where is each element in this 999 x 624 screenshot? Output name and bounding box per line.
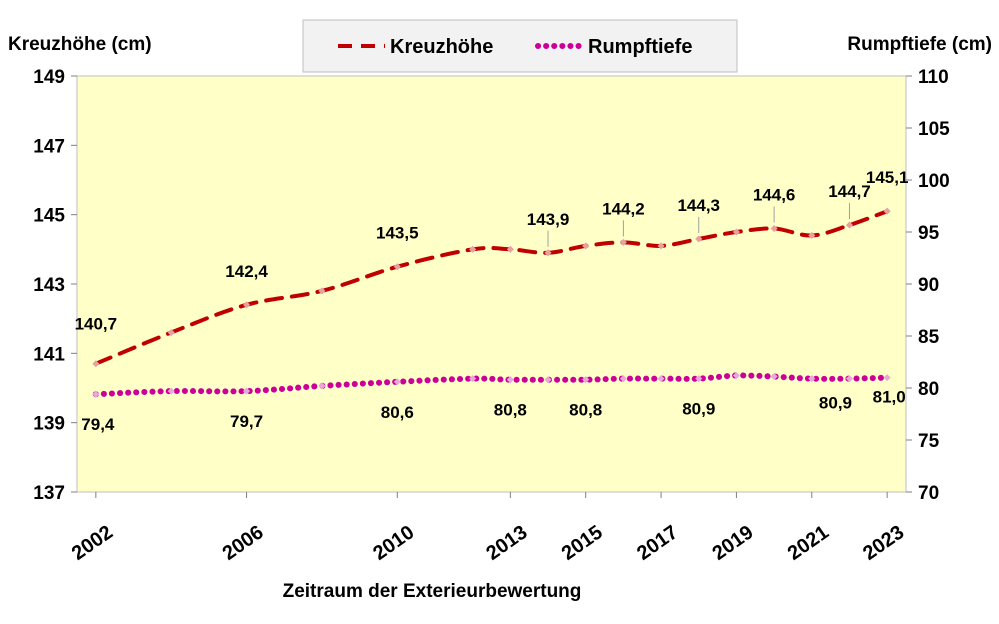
y-left-tick-label: 139: [33, 414, 65, 435]
data-label-kreuzhoehe: 144,3: [677, 196, 720, 215]
y-right-tick-label: 95: [918, 223, 940, 244]
data-point-kreuzhoehe: [657, 242, 665, 250]
data-label-rumpftiefe: 79,4: [81, 415, 115, 434]
data-point-rumpftiefe: [695, 375, 703, 383]
y-left-tick-label: 145: [33, 206, 65, 227]
data-point-rumpftiefe: [619, 375, 627, 383]
data-point-kreuzhoehe: [582, 242, 590, 250]
legend-box: [302, 19, 738, 73]
data-label-rumpftiefe: 79,7: [230, 412, 263, 431]
data-label-kreuzhoehe: 142,4: [225, 262, 268, 281]
data-point-kreuzhoehe: [808, 231, 816, 240]
data-label-rumpftiefe: 80,9: [819, 394, 852, 413]
data-point-rumpftiefe: [770, 373, 778, 381]
x-tick-label: 2006: [219, 521, 268, 565]
x-tick-label: 2002: [68, 521, 117, 565]
series-line-rumpftiefe: [92, 372, 891, 398]
data-point-kreuzhoehe: [318, 287, 326, 295]
legend-label-rumpftiefe: Rumpftiefe: [588, 36, 692, 58]
y-left-tick-label: 147: [33, 136, 65, 157]
data-label-rumpftiefe: 80,6: [381, 403, 414, 422]
legend-label-kreuzhoehe: Kreuzhöhe: [390, 36, 493, 58]
data-label-kreuzhoehe: 144,2: [602, 199, 645, 218]
data-label-kreuzhoehe: 140,7: [75, 315, 118, 334]
data-labels: 140,7 142,4 143,5 143,9 144,2 144,3 144,6 144,7…: [75, 168, 909, 434]
data-point-kreuzhoehe: [243, 301, 251, 309]
data-point-rumpftiefe: [582, 376, 590, 384]
data-point-rumpftiefe: [506, 376, 514, 384]
x-tick-label: 2021: [784, 521, 833, 565]
y-right-tick-label: 75: [918, 431, 940, 452]
data-point-rumpftiefe: [657, 375, 665, 383]
data-point-rumpftiefe: [318, 382, 326, 390]
y-right-tick-label: 85: [918, 327, 940, 348]
series-line-kreuzhoehe: [93, 209, 890, 366]
x-tick-label: 2017: [633, 521, 682, 565]
data-point-rumpftiefe: [845, 375, 854, 383]
data-point-kreuzhoehe: [695, 235, 703, 243]
data-point-kreuzhoehe: [732, 228, 740, 236]
series-layer: [92, 207, 891, 398]
y-right-tick-label: 80: [918, 379, 939, 400]
x-tick-label: 2015: [558, 521, 607, 565]
data-point-rumpftiefe: [544, 376, 552, 384]
data-point-kreuzhoehe: [770, 224, 778, 233]
y-left-tick-label: 141: [33, 344, 65, 365]
data-label-rumpftiefe: 80,9: [682, 400, 715, 419]
data-label-kreuzhoehe: 145,1: [866, 168, 909, 187]
data-label-rumpftiefe: 80,8: [569, 401, 602, 420]
data-point-kreuzhoehe: [619, 238, 627, 246]
data-label-rumpftiefe: 80,8: [494, 401, 527, 420]
data-point-kreuzhoehe: [544, 249, 552, 257]
y-right-tick-label: 90: [918, 275, 939, 296]
plot-area: [76, 75, 907, 493]
y-right-tick-label: 105: [918, 119, 950, 140]
x-tick-label: 2023: [859, 521, 908, 565]
data-point-rumpftiefe: [732, 371, 740, 380]
data-point-rumpftiefe: [808, 375, 816, 383]
y-right-tick-label: 70: [918, 483, 939, 504]
data-point-kreuzhoehe: [469, 245, 477, 253]
x-tick-label: 2013: [482, 521, 531, 565]
y-left-tick-label: 137: [33, 483, 65, 504]
data-point-rumpftiefe: [243, 387, 251, 395]
data-label-kreuzhoehe: 144,7: [828, 182, 871, 201]
data-label-rumpftiefe: 81,0: [873, 388, 906, 407]
data-point-rumpftiefe: [92, 390, 100, 398]
y-left-tick-label: 149: [33, 67, 65, 88]
data-label-kreuzhoehe: 144,6: [753, 186, 796, 205]
data-point-kreuzhoehe: [92, 360, 100, 368]
y-left-axis-title: Kreuzhöhe (cm): [8, 34, 152, 55]
data-point-kreuzhoehe: [167, 328, 175, 337]
y-right-axis-title: Rumpftiefe (cm): [847, 34, 992, 55]
data-point-rumpftiefe: [167, 387, 175, 395]
data-label-kreuzhoehe: 143,5: [376, 224, 419, 243]
y-right-tick-label: 110: [918, 67, 949, 88]
data-point-rumpftiefe: [393, 378, 401, 386]
data-point-kreuzhoehe: [393, 263, 401, 271]
data-point-kreuzhoehe: [845, 221, 854, 229]
data-point-rumpftiefe: [469, 375, 477, 383]
x-tick-label: 2010: [369, 521, 418, 565]
legend: Kreuzhöhe Rumpftiefe: [302, 19, 738, 73]
data-label-kreuzhoehe: 143,9: [527, 210, 570, 229]
x-axis-title: Zeitraum der Exterieurbewertung: [283, 581, 582, 602]
y-left-tick-label: 143: [33, 275, 65, 296]
x-tick-label: 2019: [708, 521, 757, 565]
data-point-kreuzhoehe: [883, 207, 891, 215]
y-right-tick-label: 100: [918, 171, 950, 192]
data-point-rumpftiefe: [883, 374, 891, 382]
